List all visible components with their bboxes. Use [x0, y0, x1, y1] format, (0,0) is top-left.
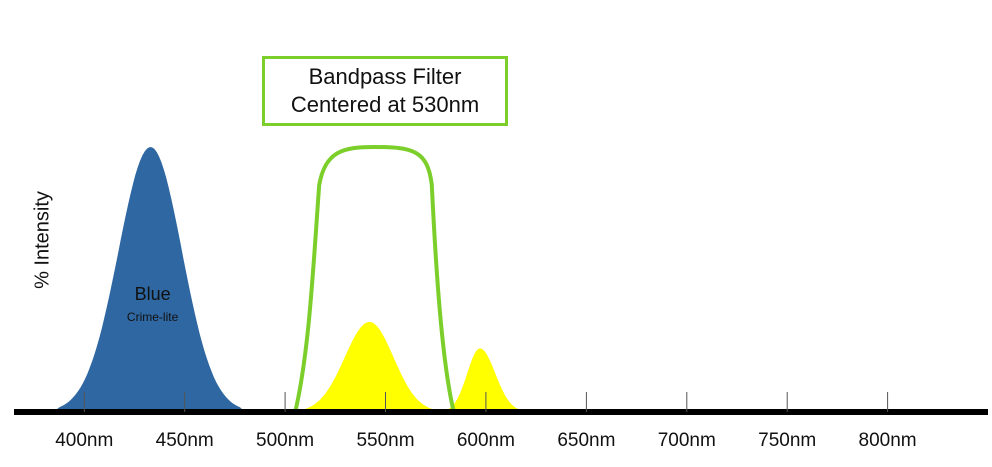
- x-tick-label-750: 750nm: [758, 430, 816, 451]
- bandpass-filter-curve: [293, 145, 456, 413]
- x-tick-label-450: 450nm: [156, 430, 214, 451]
- emission-peak-1: [295, 322, 442, 412]
- bandpass-filter-callout: Bandpass Filter Centered at 530nm: [262, 56, 508, 126]
- x-tick-label-600: 600nm: [457, 430, 515, 451]
- filter-layer: [293, 145, 456, 413]
- series-layer: [54, 147, 527, 412]
- x-tick-label-500: 500nm: [256, 430, 314, 451]
- ticks-layer: [83, 392, 889, 412]
- callout-line-2: Centered at 530nm: [290, 92, 480, 117]
- x-tick-label-550: 550nm: [356, 430, 414, 451]
- blue-series-label: Blue: [135, 284, 171, 304]
- x-tick-label-400: 400nm: [55, 430, 113, 451]
- blue-series-sublabel: Crime-lite: [127, 310, 179, 324]
- emission-peak-2: [441, 348, 527, 412]
- labels-layer: 400nm 450nm 500nm 550nm 600nm 650nm 700nm 750nm…: [55, 284, 916, 451]
- y-axis-label: % Intensity: [31, 191, 54, 289]
- blue-peak-0: [54, 147, 245, 412]
- x-tick-label-800: 800nm: [859, 430, 917, 451]
- callout-line-1: Bandpass Filter: [308, 64, 462, 89]
- x-tick-label-700: 700nm: [658, 430, 716, 451]
- x-tick-label-650: 650nm: [557, 430, 615, 451]
